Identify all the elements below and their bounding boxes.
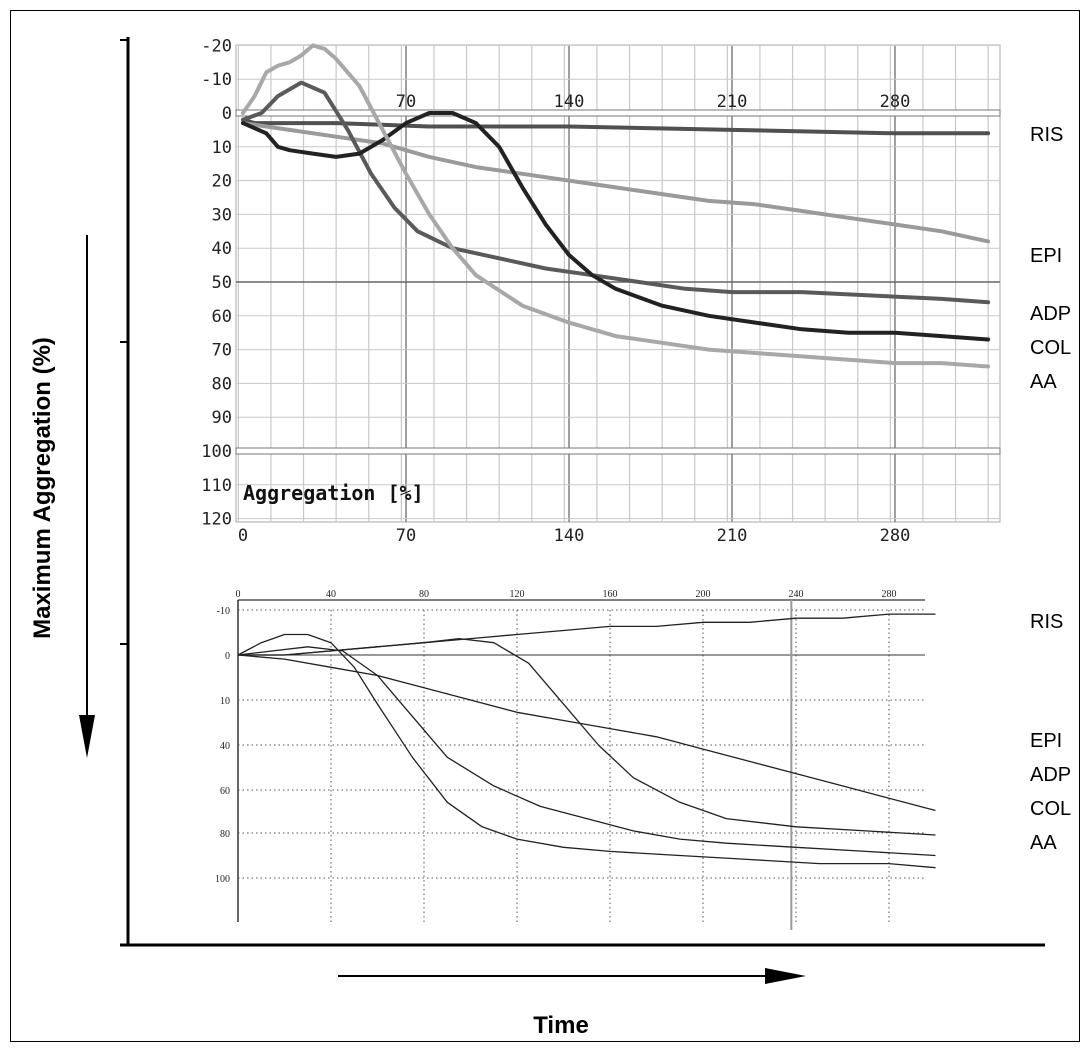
bottom-series-adp: [237, 646, 936, 857]
top-label-ris: RIS: [1030, 124, 1063, 146]
right-arrow-head: [765, 968, 806, 984]
top-x-tick-label-lower: 210: [717, 526, 748, 546]
top-separator-band: [235, 447, 1001, 455]
top-x-tick-label-lower: 0: [238, 526, 248, 546]
top-y-tick-label: 70: [212, 341, 232, 361]
top-series-ris: [241, 117, 991, 136]
top-y-tick-label: 0: [222, 104, 232, 124]
bottom-chart-ticks: 0 40 80 120 160 200 240 280 -10 0 10 40 60 80 100: [215, 589, 897, 885]
top-y-tick-label: 30: [212, 205, 232, 225]
top-x-tick-label-upper: 140: [554, 92, 585, 112]
bottom-y-tick-label: 40: [220, 741, 230, 752]
top-y-tick-label: 120: [201, 510, 232, 530]
bottom-label-col: COL: [1030, 798, 1071, 820]
bottom-x-tick-label: 280: [882, 589, 897, 600]
top-x-tick-label-upper: 280: [880, 92, 911, 112]
bottom-x-tick-label: 0: [236, 589, 241, 600]
bottom-chart-grid: [237, 599, 925, 930]
top-y-axis-label: Aggregation [%]: [243, 481, 424, 505]
top-x-tick-label-lower: 140: [554, 526, 585, 546]
top-label-epi: EPI: [1030, 245, 1062, 267]
top-label-aa: AA: [1030, 371, 1057, 393]
top-y-tick-label: 80: [212, 374, 232, 394]
top-label-adp: ADP: [1030, 303, 1071, 325]
top-series-aa: [241, 43, 991, 369]
bottom-y-tick-label: 0: [225, 651, 230, 662]
bottom-series-aa: [237, 633, 936, 869]
top-x-tick-label-upper: 210: [717, 92, 748, 112]
top-x-tick-label-upper: 70: [396, 92, 416, 112]
outer-y-label: Maximum Aggregation (%): [29, 337, 56, 639]
top-chart-series: [241, 43, 991, 369]
bottom-x-tick-label: 120: [510, 589, 525, 600]
bottom-label-adp: ADP: [1030, 764, 1071, 786]
top-series-adp: [241, 80, 991, 305]
bottom-x-tick-label: 40: [326, 589, 336, 600]
top-separator-band: [235, 109, 1001, 117]
top-y-tick-label: 110: [201, 476, 232, 496]
top-chart-ticks: -20 -10 0 10 20 30 40 50 60 70 80 90 100 110 120 70 140 2…: [201, 36, 910, 546]
bottom-y-tick-label: 80: [220, 829, 230, 840]
bottom-x-tick-label: 200: [696, 589, 711, 600]
bottom-label-ris: RIS: [1030, 611, 1063, 633]
top-chart-grid: [235, 44, 1001, 523]
top-y-tick-label: -10: [201, 70, 232, 90]
bottom-chart-labels: RIS EPI ADP COL AA: [1030, 611, 1071, 854]
top-label-col: COL: [1030, 337, 1071, 359]
top-x-tick-label-lower: 70: [396, 526, 416, 546]
top-y-tick-label: 60: [212, 307, 232, 327]
bottom-label-epi: EPI: [1030, 730, 1062, 752]
top-y-tick-label: 100: [201, 442, 232, 462]
top-y-tick-label: 40: [212, 239, 232, 259]
down-arrow-head: [79, 715, 95, 758]
bottom-chart-series: [237, 613, 936, 869]
top-chart: -20 -10 0 10 20 30 40 50 60 70 80 90 100 110 120 70 140 2…: [201, 36, 1001, 546]
top-y-tick-label: 20: [212, 172, 232, 192]
bottom-y-tick-label: 100: [215, 874, 230, 885]
bottom-y-tick-label: 60: [220, 786, 230, 797]
bottom-y-tick-label: -10: [217, 606, 230, 617]
top-y-tick-label: -20: [201, 36, 232, 56]
bottom-series-epi: [237, 654, 936, 812]
top-series-epi: [241, 121, 991, 244]
bottom-x-tick-label: 80: [419, 589, 429, 600]
bottom-series-col: [238, 637, 936, 836]
outer-x-label: Time: [533, 1012, 589, 1039]
bottom-x-tick-label: 160: [603, 589, 618, 600]
top-series-col: [241, 111, 991, 342]
bottom-series-ris: [238, 613, 936, 656]
top-y-tick-label: 50: [212, 273, 232, 293]
top-chart-labels: RIS EPI ADP COL AA: [1030, 124, 1071, 393]
bottom-y-tick-label: 10: [220, 696, 230, 707]
bottom-label-aa: AA: [1030, 832, 1057, 854]
top-y-tick-label: 10: [212, 138, 232, 158]
top-x-tick-label-lower: 280: [880, 526, 911, 546]
bottom-chart: 0 40 80 120 160 200 240 280 -10 0 10 40 60 80 100: [215, 589, 936, 930]
bottom-x-tick-label: 240: [789, 589, 804, 600]
top-y-tick-label: 90: [212, 408, 232, 428]
